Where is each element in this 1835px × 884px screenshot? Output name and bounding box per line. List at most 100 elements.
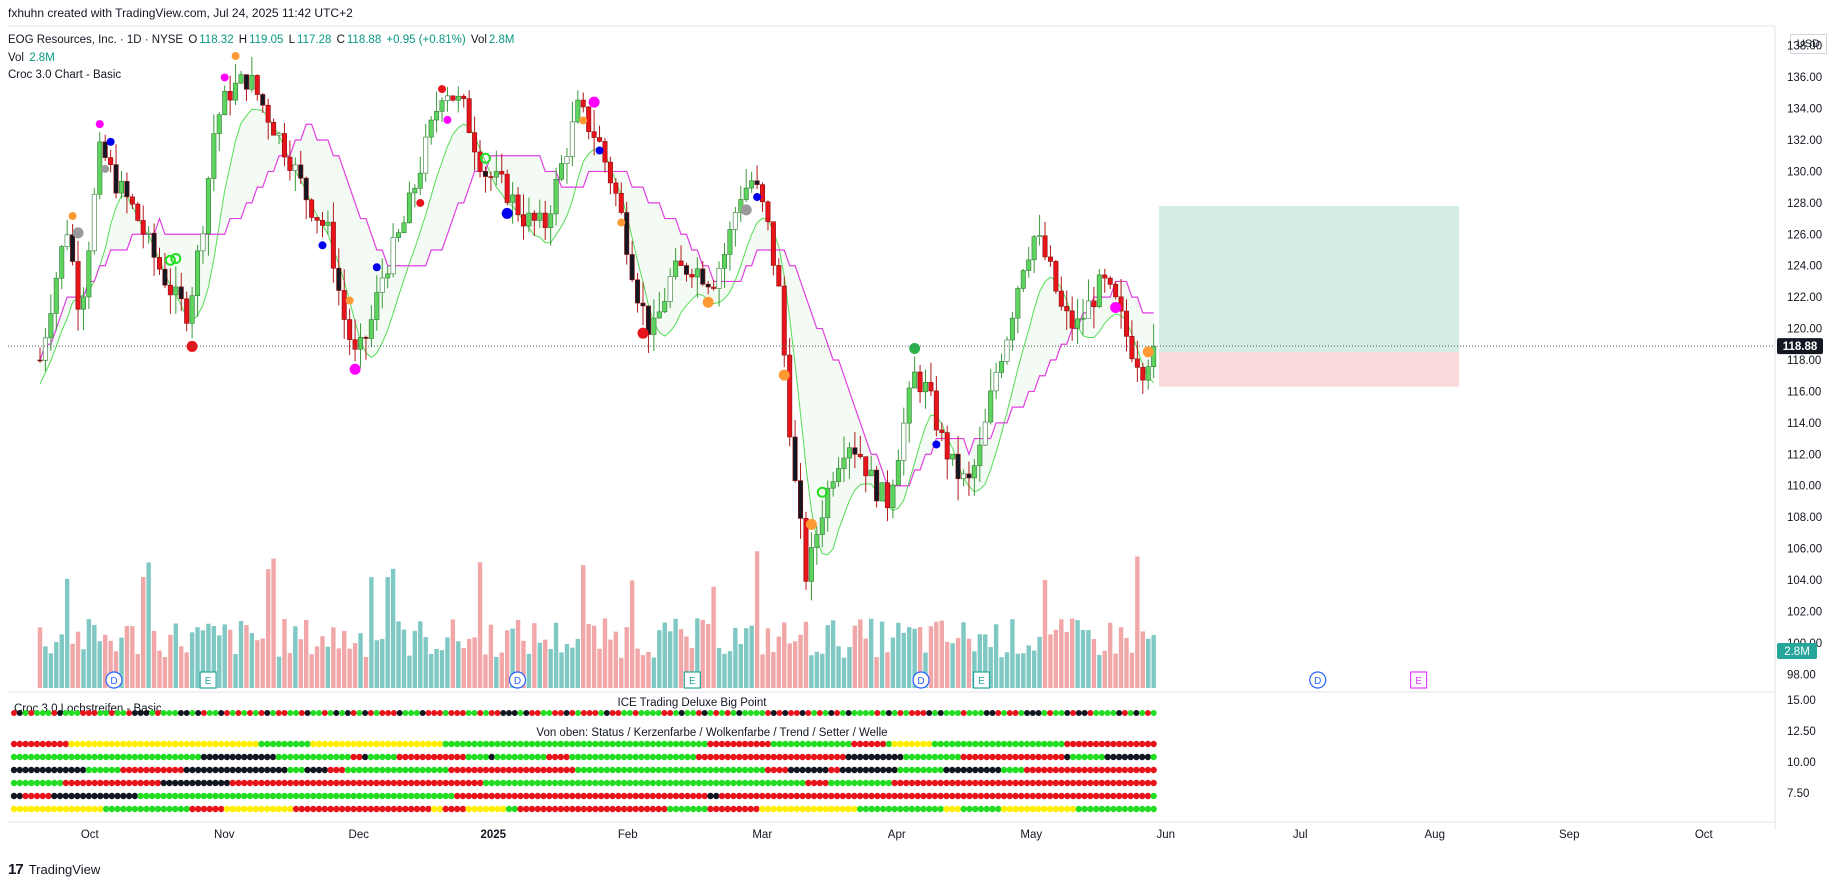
dividend-marker (912, 671, 930, 689)
candle-body (118, 181, 124, 194)
earnings-marker-label: E (978, 676, 985, 687)
candle-body (504, 173, 510, 203)
status-row-dot (805, 766, 812, 774)
status-row-dot (1144, 766, 1152, 774)
status-row-dot (177, 740, 185, 748)
status-row-dot (511, 805, 518, 813)
status-row-dot (741, 766, 749, 774)
status-row-dot (442, 740, 449, 748)
status-row-dot (989, 805, 996, 813)
x-tick-label: 2025 (480, 829, 506, 841)
status-row-dot (764, 805, 772, 813)
candle-body (879, 482, 885, 502)
big-point-dot (103, 710, 110, 716)
status-row-dot (862, 779, 870, 787)
status-row-dot (56, 792, 64, 800)
big-point-dot (1012, 710, 1019, 716)
big-point-dot (972, 710, 979, 716)
status-row-dot (1081, 805, 1088, 813)
big-point-dot (649, 710, 656, 716)
status-row-dot (327, 740, 334, 748)
status-row-dot (770, 805, 777, 813)
status-row-dot (949, 753, 956, 761)
status-row-dot (1075, 766, 1083, 774)
candle-body (852, 447, 858, 455)
change-value: +0.95 (+0.81%) (386, 34, 466, 46)
status-row-dot (897, 779, 904, 787)
big-point-dot (644, 710, 651, 716)
status-row-dot (707, 792, 714, 800)
status-row-dot (1058, 753, 1065, 761)
status-row-dot (724, 805, 731, 813)
volume-bar (890, 637, 896, 688)
status-row-dot (856, 766, 864, 774)
big-point-dot (724, 710, 731, 716)
status-row-dot (1092, 740, 1100, 748)
status-row-dot (396, 792, 403, 800)
status-row-dot (459, 753, 467, 761)
status-row-dot (148, 766, 156, 774)
dividend-marker-label: D (110, 676, 117, 687)
status-row-dot (638, 740, 645, 748)
volume-bar (885, 652, 890, 688)
signal-dot (595, 146, 604, 155)
status-row-dot (574, 792, 582, 800)
status-row-dot (246, 779, 254, 787)
candle-body (863, 456, 869, 477)
status-row-dot (327, 805, 334, 813)
status-row-dot (442, 805, 449, 813)
status-row-dot (194, 766, 202, 774)
status-row-dot (482, 740, 490, 748)
candle-body (140, 220, 146, 235)
status-row-dot (298, 740, 305, 748)
last-volume-text: 2.8M (1784, 646, 1810, 658)
status-row-dot (298, 779, 305, 787)
status-row-dot (695, 805, 703, 813)
status-row-dot (741, 753, 749, 761)
tradingview-logo[interactable]: 17 (8, 861, 24, 878)
y-tick-label: 116.00 (1787, 386, 1821, 398)
status-row-dot (902, 792, 910, 800)
status-row-dot (114, 805, 121, 813)
status-row-dot (995, 753, 1002, 761)
status-row-dot (333, 779, 340, 787)
status-row-dot (1006, 740, 1013, 748)
status-row-dot (793, 805, 800, 813)
big-point-dot (57, 710, 64, 716)
status-row-dot (822, 779, 829, 787)
candle-body (254, 75, 260, 95)
y-tick-label: 126.00 (1787, 229, 1822, 241)
big-point-dot (298, 710, 305, 716)
status-row-dot (1064, 740, 1071, 748)
volume-bar (581, 565, 586, 688)
status-row-dot (879, 805, 887, 813)
volume-bar (591, 625, 597, 688)
dividend-marker-label: D (514, 676, 521, 687)
status-row-dot (897, 805, 904, 813)
big-point-dot (154, 710, 161, 716)
volume-bar (999, 657, 1004, 688)
status-row-dot (125, 805, 133, 813)
status-row-dot (517, 753, 524, 761)
candle-body (819, 517, 825, 535)
status-row-dot (206, 792, 213, 800)
status-row-dot (413, 779, 421, 787)
status-row-dot (1018, 805, 1025, 813)
signal-dot (345, 296, 354, 305)
status-row-dot (689, 779, 697, 787)
status-row-dot (258, 805, 265, 813)
cloud-upper-line (39, 108, 1155, 556)
volume-bar (179, 646, 184, 688)
status-row-dot (551, 740, 559, 748)
currency-selector[interactable]: USD (1789, 34, 1827, 54)
status-row-dot (350, 779, 357, 787)
big-point-dot (603, 710, 610, 716)
footer: 17 TradingView (8, 861, 100, 878)
chart-canvas[interactable]: 98.00100.00102.00104.00106.00108.00110.0… (0, 0, 1835, 860)
candle-body (292, 164, 298, 171)
status-row-dot (592, 805, 599, 813)
status-row-dot (793, 766, 800, 774)
y-tick-label: 114.00 (1787, 418, 1821, 430)
big-point-dot (575, 710, 582, 716)
tradingview-brand[interactable]: TradingView (28, 862, 101, 877)
